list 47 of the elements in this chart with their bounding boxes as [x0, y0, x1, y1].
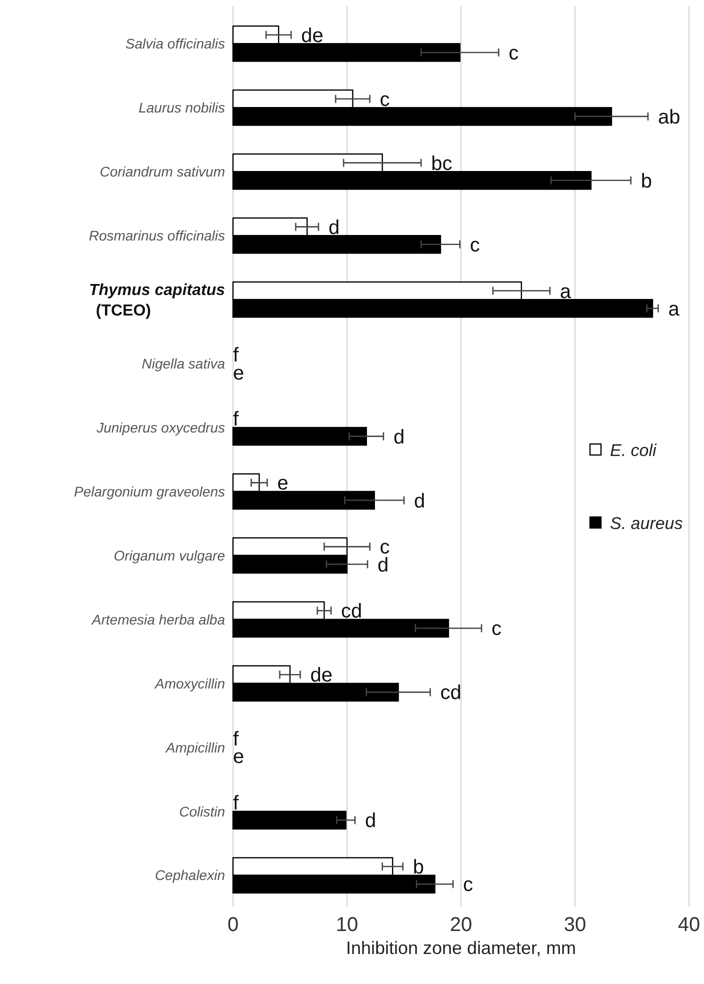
data-label: de: [301, 24, 324, 47]
y-tick-label: Artemesia herba alba: [90, 611, 226, 628]
data-label: c: [463, 874, 474, 896]
x-axis-title: Inhibition zone diameter, mm: [346, 938, 576, 958]
y-tick-label: Nigella sativa: [142, 355, 226, 372]
y-tick-label: Coriandrum sativum: [100, 164, 226, 180]
y-tick-label: Laurus nobilis: [138, 100, 225, 116]
data-label: c: [508, 42, 519, 64]
data-label: c: [470, 234, 480, 256]
y-tick-label: Salvia officinalis: [125, 36, 225, 52]
y-tick-label: Rosmarinus officinalis: [88, 227, 225, 244]
data-label: b: [412, 856, 424, 879]
data-label: bc: [431, 152, 452, 175]
data-label: f: [233, 792, 239, 815]
data-label: d: [328, 216, 340, 239]
legend-label: E. coli: [610, 440, 658, 460]
data-label: cd: [440, 682, 462, 704]
x-tick-label: 0: [227, 914, 239, 936]
y-tick-label: Thymus capitatus (TCEO): [88, 282, 226, 320]
y-tick-label: Cephalexin: [154, 867, 226, 884]
x-tick-label: 30: [564, 914, 586, 936]
bar: [232, 810, 346, 830]
data-label: d: [393, 426, 405, 448]
data-label: f: [233, 408, 239, 431]
data-label: d: [414, 490, 426, 512]
bar: [232, 426, 367, 446]
data-label: cd: [341, 600, 362, 623]
y-tick-label: Amoxycillin: [154, 675, 226, 692]
data-label: a: [560, 280, 572, 303]
data-label: c: [492, 618, 502, 640]
y-tick-label: Origanum vulgare: [114, 547, 226, 564]
x-tick-label: 40: [678, 914, 700, 936]
x-tick-label: 20: [450, 914, 472, 936]
data-label: ab: [658, 106, 680, 128]
data-label: c: [380, 88, 390, 111]
y-tick-label: Ampicillin: [164, 739, 226, 756]
y-tick-label: Juniperus oxycedrus: [96, 419, 225, 436]
x-tick-label: 10: [336, 914, 358, 936]
data-label: a: [668, 298, 680, 320]
data-label: d: [378, 554, 389, 576]
legend-label: S. aureus: [610, 514, 684, 533]
y-tick-label: Pelargonium graveolens: [74, 483, 225, 500]
data-label: d: [364, 810, 376, 832]
data-label: b: [640, 170, 652, 192]
data-label: de: [310, 664, 333, 687]
y-tick-label: Colistin: [179, 803, 226, 820]
data-label: e: [277, 472, 288, 495]
